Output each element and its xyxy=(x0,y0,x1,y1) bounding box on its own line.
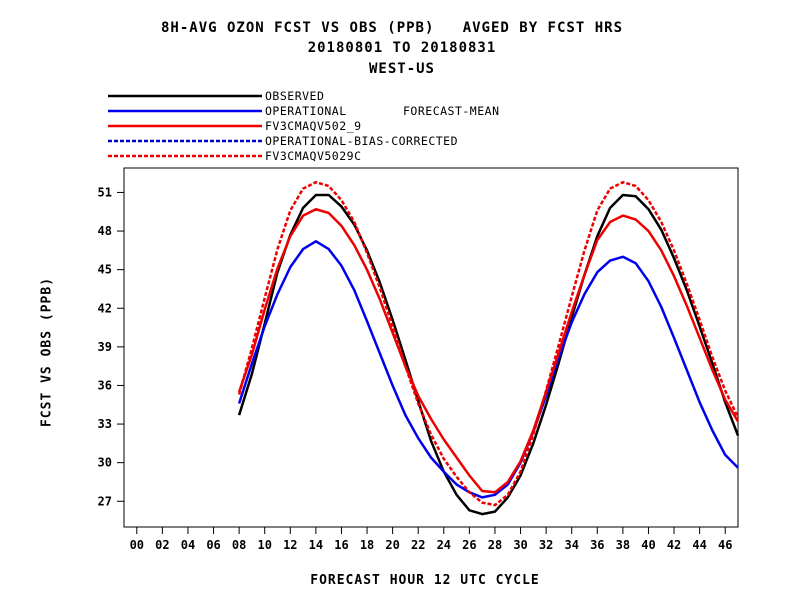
y-axis-label: FCST VS OBS (PPB) xyxy=(39,276,55,428)
legend-label-2: FV3CMAQV502_9 xyxy=(265,119,362,133)
y-tick-label: 45 xyxy=(98,263,112,277)
x-tick-label: 04 xyxy=(181,538,195,552)
x-tick-label: 32 xyxy=(539,538,553,552)
x-tick-label: 02 xyxy=(155,538,169,552)
x-tick-label: 30 xyxy=(513,538,527,552)
x-axis-label: FORECAST HOUR 12 UTC CYCLE xyxy=(310,573,540,588)
series-line-0 xyxy=(237,193,740,516)
y-tick-label: 51 xyxy=(98,185,112,199)
x-tick-label: 10 xyxy=(257,538,271,552)
x-tick-label: 46 xyxy=(718,538,732,552)
x-tick-label: 22 xyxy=(411,538,425,552)
y-tick-label: 36 xyxy=(98,378,112,392)
x-tick-label: 14 xyxy=(309,538,323,552)
x-tick-label: 26 xyxy=(462,538,476,552)
legend: OBSERVEDOPERATIONALFV3CMAQV502_9OPERATIO… xyxy=(108,89,500,163)
series-line-2 xyxy=(237,207,740,494)
x-tick-label: 00 xyxy=(130,538,144,552)
y-axis: 27 30 33 36 39 42 45 48 51 xyxy=(98,185,124,508)
x-axis: 00 02 04 06 08 10 12 14 16 18 20 22 24 26 28 30 32 34 36 38… xyxy=(130,527,732,552)
legend-label-1: OPERATIONAL xyxy=(265,104,347,118)
x-tick-label: 42 xyxy=(667,538,681,552)
y-tick-label: 30 xyxy=(98,456,112,470)
x-tick-label: 28 xyxy=(488,538,502,552)
x-tick-label: 16 xyxy=(334,538,348,552)
x-tick-label: 20 xyxy=(385,538,399,552)
x-tick-label: 34 xyxy=(564,538,578,552)
x-tick-label: 08 xyxy=(232,538,246,552)
chart-title-line-1: 8H-AVG OZON FCST VS OBS (PPB) AVGED BY F… xyxy=(160,20,623,36)
chart-title-line-3: WEST-US xyxy=(368,61,435,77)
legend-label-4: FV3CMAQV5029C xyxy=(265,149,362,163)
x-tick-label: 24 xyxy=(437,538,451,552)
plot-frame xyxy=(123,167,739,528)
series-line-4 xyxy=(237,180,740,507)
y-tick-label: 48 xyxy=(98,224,112,238)
y-tick-label: 42 xyxy=(98,301,112,315)
series-lines xyxy=(237,180,740,516)
y-tick-label: 33 xyxy=(98,417,112,431)
x-tick-label: 12 xyxy=(283,538,297,552)
x-tick-label: 06 xyxy=(206,538,220,552)
legend-label-3: OPERATIONAL-BIAS-CORRECTED xyxy=(265,134,458,148)
x-tick-label: 40 xyxy=(641,538,655,552)
y-tick-label: 27 xyxy=(98,494,112,508)
chart-title-line-2: 20180801 TO 20180831 xyxy=(307,40,497,56)
legend-note: FORECAST-MEAN xyxy=(403,104,500,118)
x-tick-label: 18 xyxy=(360,538,374,552)
legend-label-0: OBSERVED xyxy=(265,89,324,103)
series-line-1 xyxy=(237,240,739,499)
x-tick-label: 44 xyxy=(692,538,706,552)
y-tick-label: 39 xyxy=(98,340,112,354)
x-tick-label: 38 xyxy=(616,538,630,552)
x-tick-label: 36 xyxy=(590,538,604,552)
